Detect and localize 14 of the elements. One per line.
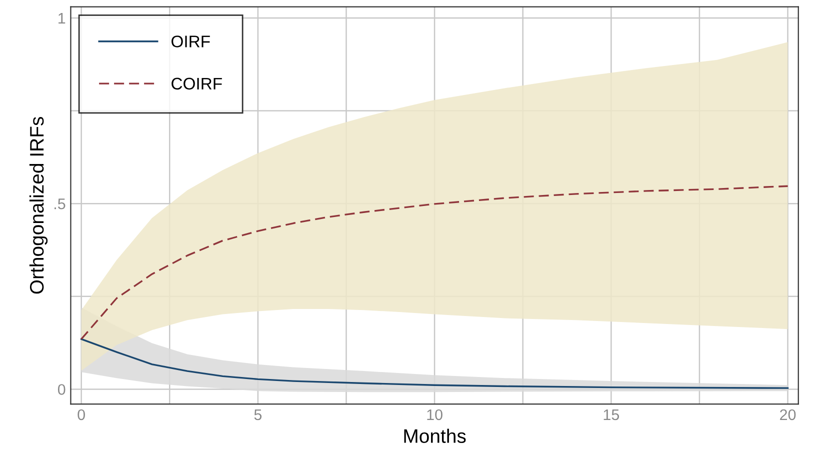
y-tick-label: .5 [54, 198, 66, 210]
y-axis-title: Orthogonalized IRFs [29, 116, 48, 294]
y-tick-label: 0 [58, 384, 66, 395]
line-series [80, 185, 789, 340]
x-tick-label: 10 [427, 409, 442, 420]
line-series [80, 338, 789, 389]
legend-label: OIRF [172, 36, 210, 48]
x-tick-label: 20 [780, 409, 796, 420]
x-tick-label: 5 [254, 409, 262, 420]
x-tick-label: 15 [604, 409, 620, 420]
y-tick-label: 1 [58, 12, 66, 24]
legend-label: COIRF [172, 78, 222, 90]
x-axis-title: Months [404, 428, 466, 443]
x-tick-label: 0 [78, 409, 85, 420]
